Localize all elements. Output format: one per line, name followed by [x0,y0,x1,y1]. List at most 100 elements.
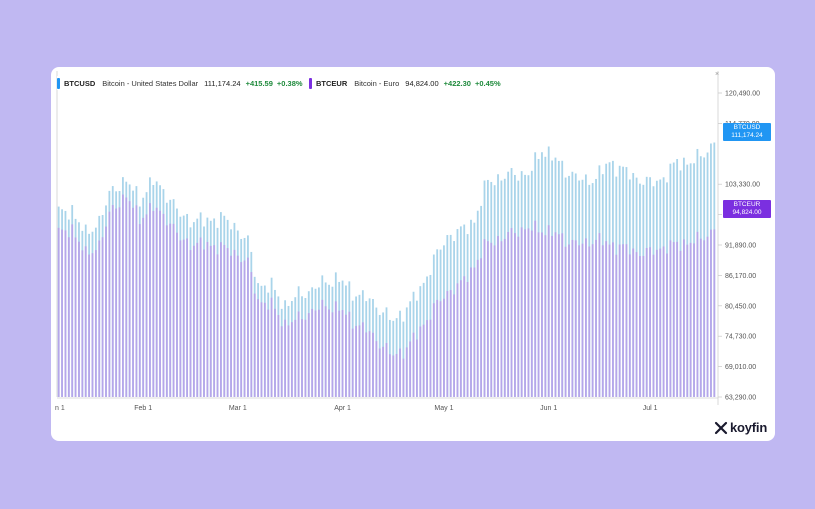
btceur-bar [524,229,526,397]
btceur-bar [568,244,570,397]
btceur-bar [240,262,243,397]
legend-eur-value: 94,824.00 [405,78,439,88]
btceur-bar [365,332,368,397]
btceur-bar [125,197,128,397]
btceur-bar [382,346,385,397]
btceur-bar [145,214,148,397]
y-tick-label: 69,010.00 [725,364,756,371]
btceur-bar [247,257,249,397]
legend-btceur[interactable]: BTCEUR Bitcoin - Euro 94,824.00 +422.30 … [309,76,509,90]
legend-usd-value: 111,174.24 [204,78,241,88]
btceur-bar [159,210,161,397]
btceur-bar [510,228,513,397]
btceur-bar [429,319,432,397]
btceur-bar [480,258,483,397]
btceur-bar [682,239,685,397]
btceur-bar [236,255,239,397]
btceur-bar [216,254,219,397]
btceur-bar [618,244,621,397]
btceur-bar [628,254,631,397]
x-tick-label: Jun 1 [540,405,557,412]
btceur-bar [395,353,398,397]
btceur-bar [338,310,341,397]
price-tag-eur-symbol: BTCEUR [733,201,761,208]
btceur-bar [361,322,364,397]
btceur-bar [135,205,138,397]
y-tick-label: 74,730.00 [725,334,756,341]
btceur-bar [456,283,459,397]
btceur-bar [372,332,374,397]
btceur-bar [277,315,280,397]
btceur-bar [608,244,611,397]
btceur-bar [128,201,131,397]
corner-mark[interactable]: × [715,71,720,78]
btceur-bar [443,298,445,397]
y-tick-label: 80,450.00 [725,303,756,310]
y-tick-label: 91,890.00 [725,243,756,250]
legend-eur-change: +422.30 [443,78,471,88]
btceur-bar [378,348,381,397]
btceur-bar [561,233,564,397]
btceur-bar [267,309,270,397]
btceur-bar [111,205,114,397]
btceur-bar [284,319,287,397]
btceur-bar [179,240,182,397]
btceur-bar [581,243,584,397]
y-tick-label: 120,490.00 [725,91,760,98]
btceur-bar [703,240,706,397]
btceur-bar [453,294,455,397]
btceur-bar [57,227,60,397]
koyfin-logo[interactable]: koyfin [714,420,767,435]
btceur-bar [152,210,155,397]
btceur-bar [564,246,567,397]
x-tick-label: Apr 1 [334,405,351,412]
x-tick-label: n 1 [55,405,65,412]
btceur-bar [436,299,439,397]
btceur-bar [622,244,624,397]
btceur-bar [155,207,158,397]
btceur-bar [108,211,111,397]
btceur-bar [625,244,628,397]
btceur-bar [280,326,283,397]
btceur-bar [61,229,63,397]
btceur-bar [334,301,337,397]
x-tick-label: May 1 [434,405,453,412]
btceur-bar [473,267,476,397]
btceur-bar [571,239,574,397]
y-tick-label: 86,170.00 [725,273,756,280]
btceur-bar [409,341,412,397]
btceur-bar [250,272,253,397]
btceur-bar [537,232,540,397]
btceur-bar [149,203,151,397]
btceur-bar [318,309,320,397]
btceur-bar [416,339,418,397]
btceur-bar [686,244,689,397]
btceur-bar [578,245,581,397]
btceur-bar [689,242,692,397]
legend-usd-change: +415.59 [245,78,273,88]
btceur-bar [551,235,553,397]
btceur-bar [557,234,560,397]
btceur-bar [399,348,401,397]
btceur-bar [446,291,449,397]
btceur-bar [257,299,259,397]
price-tag-btceur: BTCEUR 94,824.00 [723,200,771,218]
btceur-bar [574,240,577,397]
btceur-bar [274,308,276,397]
legend-btcusd[interactable]: BTCUSD Bitcoin - United States Dollar 11… [57,76,311,90]
btceur-bar [351,328,354,397]
btceur-bar [115,208,118,397]
btceur-bar [314,310,317,397]
btceur-bar [649,247,651,397]
btceur-bar [358,325,361,397]
btceur-bar [392,355,395,397]
btceur-bar [466,281,469,397]
eur-swatch-icon [309,77,312,89]
btceur-bar [199,237,202,397]
btceur-bar [138,224,141,397]
btceur-bar [74,237,77,397]
btceur-bar [71,224,74,397]
btceur-bar [263,302,266,397]
btceur-bar [328,309,330,397]
btceur-bar [223,244,226,397]
